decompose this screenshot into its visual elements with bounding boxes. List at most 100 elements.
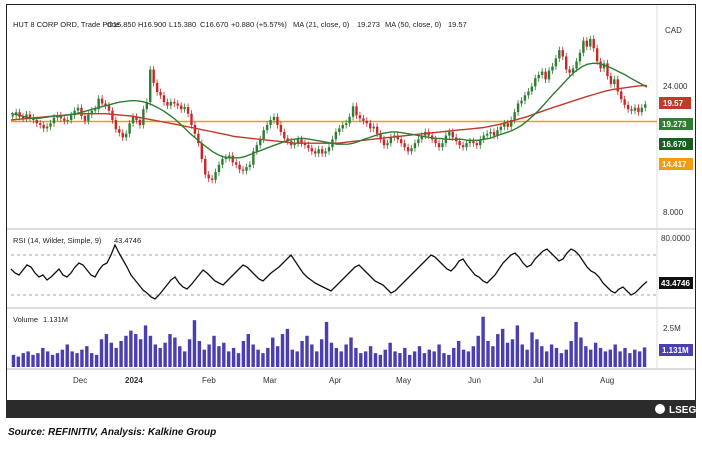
volume-bar-17 [94,354,99,367]
volume-bar-15 [85,346,89,367]
volume-bar-116 [579,337,583,367]
volume-bar-90 [452,347,456,367]
symbol-label: HUT 8 CORP ORD, Trade Price [13,20,119,29]
candle-body-115 [406,147,410,152]
month-mar: Mar [263,376,277,385]
candle-body-79 [283,131,286,139]
candle-body-41 [152,69,155,83]
volume-bar-121 [603,351,608,367]
volume-bar-129 [642,347,647,367]
candle-body-137 [482,135,485,140]
candle-body-103 [365,120,369,124]
volume-bar-74 [373,353,378,367]
candle-body-175 [613,79,616,85]
candle-body-0 [11,115,14,117]
candle-body-49 [179,105,183,110]
volume-bar-91 [456,341,461,367]
volume-bar-123 [613,344,617,367]
volume-value-inline: 1.131M [43,315,68,324]
volume-bar-34 [178,346,182,367]
candle-body-70 [252,151,255,165]
volume-bar-104 [520,344,524,367]
candle-body-83 [296,139,300,144]
candle-body-114 [403,143,406,148]
volume-bar-64 [324,321,329,367]
candle-body-4 [25,114,28,119]
candle-body-107 [379,133,382,140]
chart-canvas[interactable]: HUT 8 CORP ORD, Trade Price O15.850 H16.… [7,5,695,401]
month-apr: Apr [329,376,342,385]
candle-body-134 [472,141,475,144]
ma21-line [10,62,648,159]
candle-body-158 [554,58,558,67]
candle-body-89 [317,149,320,154]
volume-bar-14 [80,349,84,367]
candle-body-10 [45,126,49,129]
volume-bar-32 [168,334,172,367]
candle-body-152 [534,78,537,87]
candle-body-19 [76,107,80,111]
candle-body-90 [320,149,324,154]
volume-bar-4 [31,354,35,367]
candle-body-110 [389,137,393,144]
candle-body-169 [592,39,595,49]
volume-bar-55 [280,334,285,367]
candle-body-57 [207,174,210,179]
candle-body-96 [341,124,344,129]
currency-label: CAD [665,26,682,35]
candle-body-171 [599,61,602,69]
volume-bar-10 [60,349,65,367]
candle-body-133 [468,141,472,144]
volume-bar-45 [231,347,236,367]
candle-body-14 [59,115,63,119]
volume-bar-46 [236,353,241,367]
candle-body-163 [571,68,575,73]
candles-group [11,35,647,184]
volume-bar-125 [623,347,627,367]
candle-body-37 [138,120,142,125]
volume-bar-37 [192,320,197,367]
candle-body-136 [479,139,482,146]
volume-bar-12 [70,351,74,367]
volume-bar-23 [124,335,128,367]
candle-body-160 [561,50,564,57]
candle-body-86 [307,145,310,149]
volume-bar-105 [525,349,529,367]
candle-body-60 [217,164,221,172]
candle-body-94 [334,131,338,140]
candle-body-54 [197,133,200,144]
volume-bar-42 [217,346,221,367]
volume-bar-73 [368,346,373,367]
candle-body-141 [496,130,499,136]
candle-body-170 [595,48,599,62]
candle-body-183 [640,107,644,113]
candle-body-64 [231,155,234,163]
volume-bar-86 [432,351,436,367]
price-tick-24: 24.000 [663,82,688,91]
ma21-label: MA (21, close, 0) [293,20,350,29]
volume-bar-48 [246,334,250,367]
candle-body-112 [396,135,399,140]
volume-bar-27 [143,325,148,367]
volume-bar-56 [285,328,290,367]
volume-bar-98 [491,346,495,367]
volume-bar-3 [26,351,30,367]
candle-body-30 [114,120,118,130]
candle-body-36 [135,116,138,121]
candle-body-15 [63,118,66,121]
month-jun: Jun [468,376,481,385]
candle-body-164 [575,61,578,69]
ohlc-change: +0.880 (+5.57%) [231,20,287,29]
volume-bar-53 [271,337,275,367]
candle-body-22 [87,114,90,121]
volume-bar-87 [437,344,441,367]
candle-body-44 [162,95,166,103]
candle-body-149 [523,95,527,101]
volume-bar-25 [134,334,138,367]
candle-body-184 [644,104,647,108]
candle-body-150 [527,91,530,96]
candle-body-127 [448,131,451,136]
candle-body-128 [451,131,454,138]
candle-body-58 [210,178,214,180]
volume-bar-30 [158,347,162,367]
